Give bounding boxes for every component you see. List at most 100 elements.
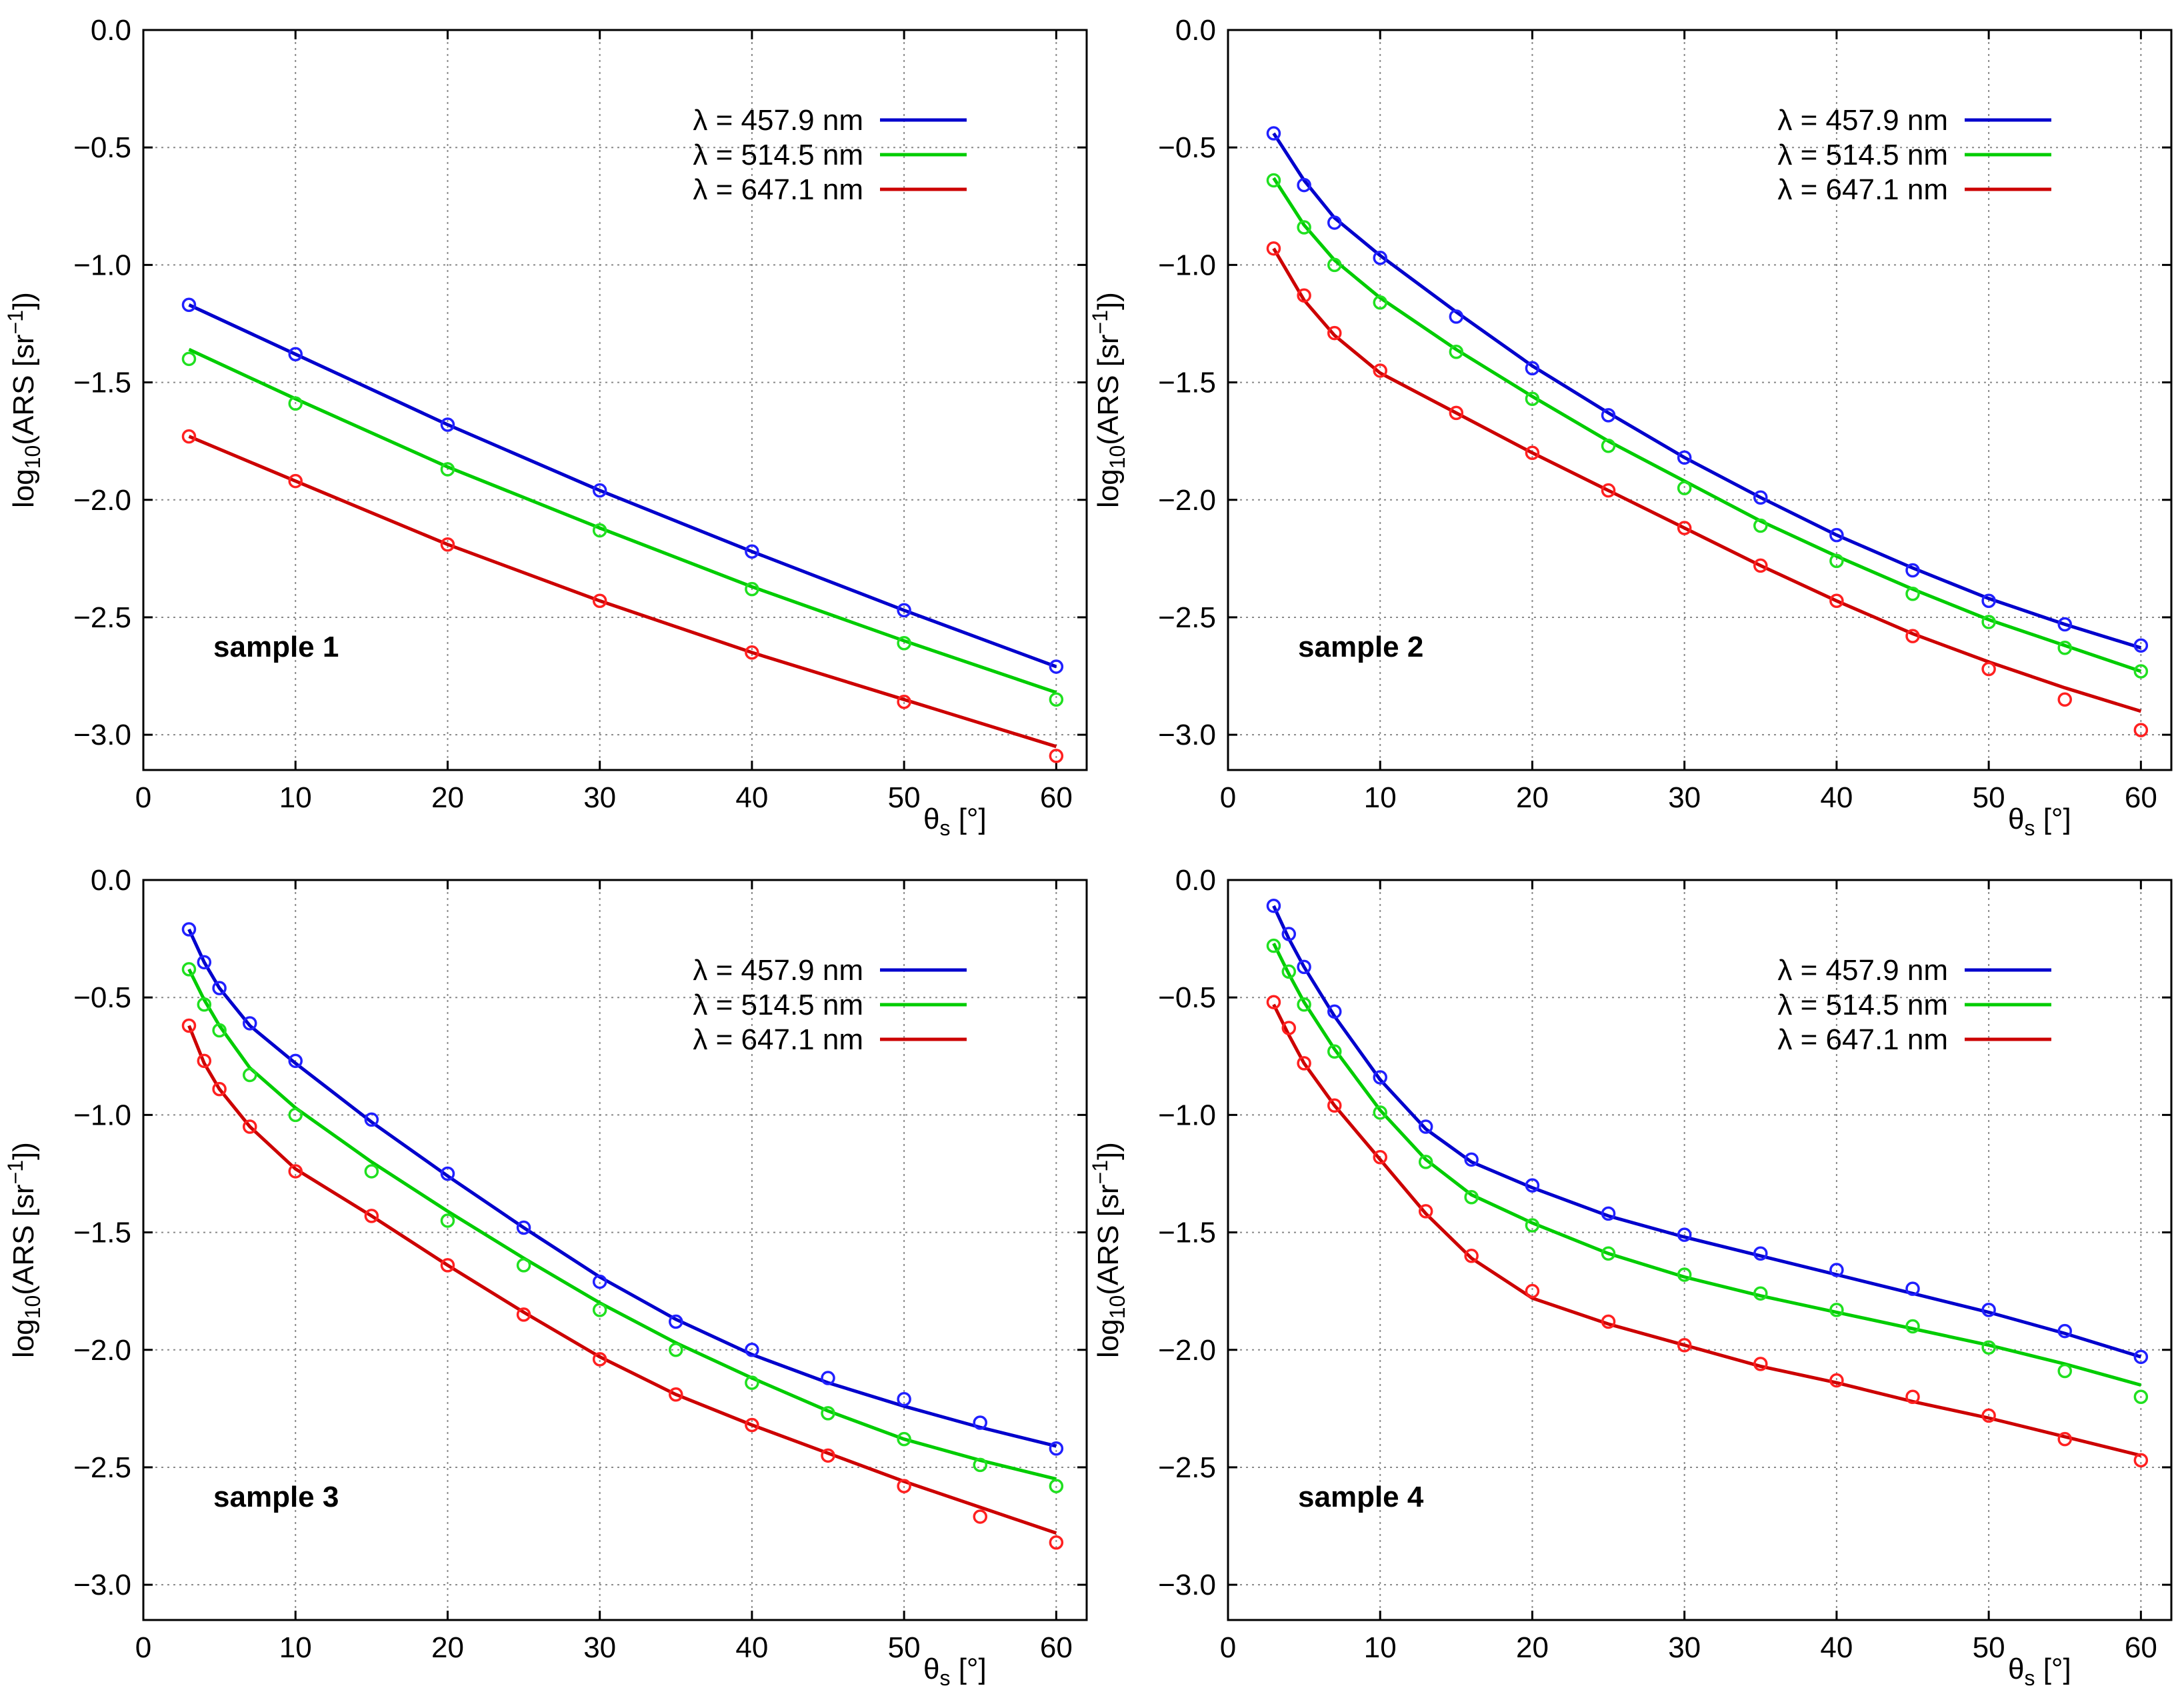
data-point-red [516, 1307, 531, 1322]
x-tick-label: 30 [583, 1631, 616, 1664]
legend-label: λ = 457.9 nm [693, 954, 863, 987]
sample-label: sample 4 [1298, 1481, 1424, 1513]
x-tick-label: 60 [2125, 781, 2157, 814]
data-point-blue [1753, 1246, 1768, 1261]
data-point-red [1418, 1204, 1433, 1219]
panel-sample-1: 0 10 20 30 40 50 60 0.0 −0.5 −1.0 −1.5 −2.0 −2.5 −3.0… [3, 14, 1088, 840]
data-point-green [1525, 1218, 1540, 1233]
y-tick-label: −0.5 [73, 981, 131, 1014]
y-tick-label: −3.0 [73, 719, 131, 751]
data-point-red [1525, 1283, 1540, 1299]
data-point-green [1464, 1189, 1479, 1205]
x-axis-label: θs [°] [923, 1653, 987, 1690]
data-point-green [288, 396, 303, 411]
x-tick-label: 60 [1040, 1631, 1073, 1664]
data-point-green [243, 1067, 257, 1083]
legend-label: λ = 514.5 nm [693, 989, 863, 1021]
series-line-green [1272, 942, 2142, 1387]
data-point-red [897, 695, 911, 709]
data-point-blue [197, 955, 212, 970]
data-point-blue [1905, 563, 1920, 578]
data-point-red [2057, 692, 2072, 707]
series-line-blue [1272, 132, 2142, 650]
x-tick-label: 30 [1668, 1631, 1701, 1664]
data-point-blue [1525, 1178, 1540, 1193]
data-point-green [1049, 1479, 1064, 1493]
data-point-red [2133, 1453, 2149, 1468]
sample-label: sample 2 [1298, 631, 1423, 663]
y-tick-label: −1.0 [1158, 1099, 1216, 1131]
data-point-blue [1327, 215, 1342, 230]
series-line-red [1272, 1003, 2141, 1457]
data-point-red [1601, 1314, 1616, 1329]
y-tick-label: 0.0 [1175, 864, 1216, 897]
data-point-blue [1601, 1206, 1616, 1221]
data-point-blue [745, 544, 759, 559]
data-point-blue [2133, 1349, 2149, 1365]
data-point-red [1464, 1249, 1479, 1263]
data-point-red [897, 1479, 911, 1493]
data-point-blue [1525, 361, 1540, 376]
data-point-green [592, 523, 607, 538]
legend-label: λ = 457.9 nm [1777, 104, 1948, 137]
data-point-green [821, 1406, 835, 1421]
data-point-green [1297, 997, 1311, 1012]
data-point-green [1829, 1303, 1844, 1317]
data-point-blue [1464, 1152, 1479, 1167]
y-tick-label: −1.5 [73, 1217, 131, 1249]
data-point-red [745, 645, 759, 660]
data-point-blue [821, 1371, 835, 1385]
data-point-blue [288, 1053, 303, 1069]
x-axis-label: θs [°] [923, 803, 987, 840]
legend-label: λ = 647.1 nm [693, 1023, 863, 1056]
data-point-green [1281, 964, 1297, 979]
data-point-red [440, 537, 455, 552]
data-point-red [440, 1258, 455, 1273]
data-point-green [2133, 664, 2149, 679]
data-point-green [1418, 1155, 1433, 1169]
data-point-green [197, 997, 212, 1012]
data-point-red [1677, 521, 1692, 535]
data-point-green [1981, 615, 1996, 629]
data-point-red [2057, 1431, 2072, 1447]
series-line-green [188, 347, 1057, 695]
x-tick-label: 60 [2125, 1631, 2157, 1664]
data-point-green [1601, 438, 1616, 453]
y-tick-label: 0.0 [1175, 14, 1216, 47]
y-tick-label: −1.0 [73, 1099, 131, 1131]
x-tick-label: 30 [583, 781, 616, 814]
data-point-red [1049, 1535, 1064, 1550]
data-point-blue [1905, 1281, 1920, 1296]
data-point-red [1525, 445, 1540, 461]
x-tick-label: 10 [279, 781, 312, 814]
data-point-blue [1049, 659, 1064, 674]
y-tick-label: −3.0 [1158, 719, 1216, 751]
x-tick-label: 50 [888, 1631, 921, 1664]
data-point-blue [364, 1112, 379, 1127]
data-point-green [1677, 1267, 1692, 1282]
data-point-red [288, 1164, 303, 1179]
data-point-blue [440, 417, 455, 432]
data-point-green [181, 351, 197, 367]
x-tick-label: 20 [431, 1631, 464, 1664]
series-line-green [1272, 177, 2142, 673]
data-point-green [592, 1303, 607, 1317]
data-point-blue [1266, 899, 1281, 913]
data-point-blue [181, 297, 197, 313]
data-point-blue [897, 603, 911, 618]
legend-label: λ = 514.5 nm [693, 139, 863, 171]
data-point-green [1266, 173, 1281, 188]
x-tick-label: 0 [1220, 1631, 1236, 1664]
y-tick-label: −1.5 [73, 367, 131, 399]
plot-frame [1227, 879, 2173, 1621]
y-axis-label: log10(ARS [sr−1]) [3, 292, 45, 508]
data-point-blue [1829, 1263, 1844, 1277]
sample-label: sample 3 [213, 1481, 339, 1513]
data-point-red [1327, 325, 1342, 341]
panel-sample-2: 0 10 20 30 40 50 60 0.0 −0.5 −1.0 −1.5 −2.0 −2.5 −3.0… [1088, 14, 2173, 840]
data-point-blue [1266, 126, 1281, 141]
y-tick-label: 0.0 [91, 14, 131, 47]
data-point-red [1829, 1373, 1844, 1388]
y-axis-label: log10(ARS [sr−1]) [1088, 1142, 1129, 1358]
y-tick-label: −1.0 [73, 249, 131, 281]
